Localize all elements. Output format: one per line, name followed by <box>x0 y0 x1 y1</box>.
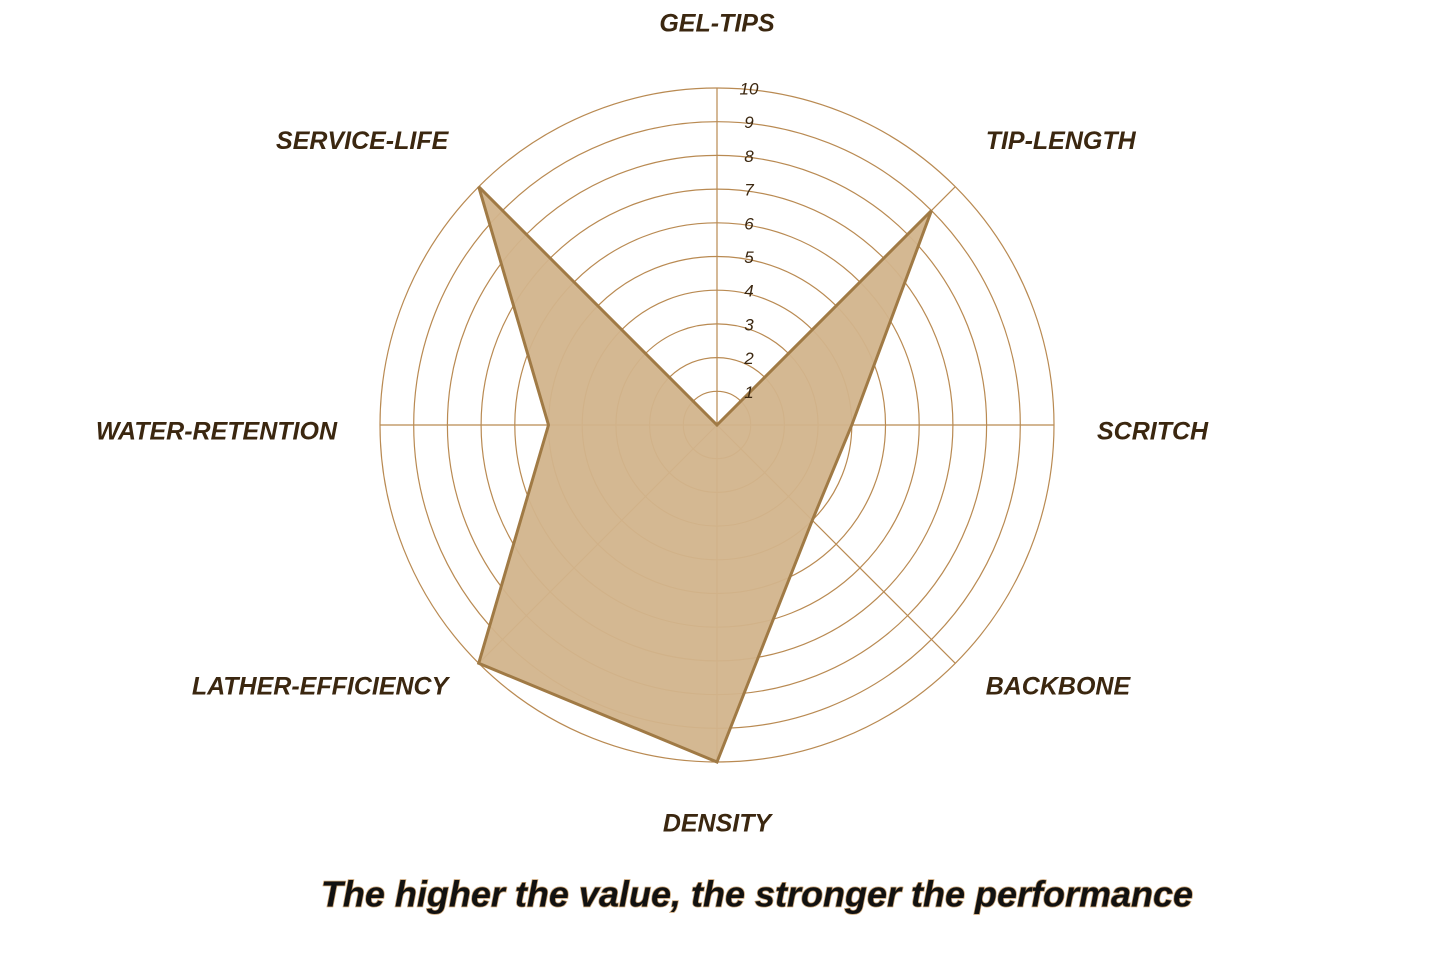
ring-label: 3 <box>744 315 754 334</box>
ring-label: 6 <box>744 214 754 233</box>
axis-label: LATHER-EFFICIENCY <box>192 672 451 700</box>
ring-label: 7 <box>744 181 754 200</box>
ring-label: 9 <box>744 113 754 132</box>
axis-label: SCRITCH <box>1097 418 1209 446</box>
ring-label: 2 <box>743 349 754 368</box>
ring-label: 8 <box>744 147 754 166</box>
axis-label: WATER-RETENTION <box>96 418 338 446</box>
ring-label: 4 <box>744 282 753 301</box>
axis-label: TIP-LENGTH <box>986 127 1137 155</box>
axis-label: SERVICE-LIFE <box>276 127 450 155</box>
ring-label: 5 <box>744 248 754 267</box>
data-area <box>476 185 933 764</box>
axis-label: GEL-TIPS <box>659 10 775 38</box>
ring-label: 1 <box>744 383 753 402</box>
ring-label: 10 <box>740 79 759 98</box>
axis-label: DENSITY <box>663 810 774 838</box>
axis-label: BACKBONE <box>986 672 1132 700</box>
chart-title: The higher the value, the stronger the p… <box>321 874 1193 915</box>
